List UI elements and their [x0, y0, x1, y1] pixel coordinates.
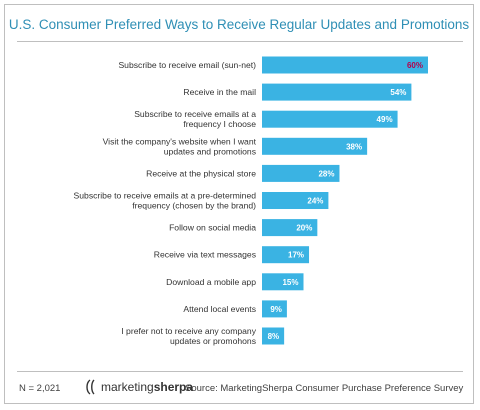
category-label-2: Subscribe to receive emails at a frequenc… — [134, 109, 256, 129]
value-label-6: 20% — [296, 224, 312, 233]
sample-size: N = 2,021 — [19, 383, 61, 394]
category-label-8: Download a mobile app — [166, 277, 256, 287]
value-label-7: 17% — [288, 251, 304, 260]
source-note: Source: MarketingSherpa Consumer Purchas… — [185, 383, 464, 394]
bar-6 — [262, 219, 318, 237]
category-label-7: Receive via text messages — [154, 250, 256, 260]
value-label-9: 9% — [270, 305, 282, 314]
bar-8 — [262, 273, 304, 291]
bar-2 — [262, 110, 398, 128]
logo-text-marketing: marketing — [101, 380, 154, 394]
value-label-0: 60% — [407, 61, 423, 70]
category-label-4: Receive at the physical store — [146, 168, 256, 178]
category-label-1: Receive in the mail — [183, 87, 256, 97]
bar-5 — [262, 192, 329, 209]
value-label-2: 49% — [377, 115, 393, 124]
sherpa-logo-icon — [86, 379, 95, 395]
value-label-5: 24% — [307, 197, 323, 206]
bar-4 — [262, 164, 340, 182]
value-label-3: 38% — [346, 142, 362, 151]
bar-1 — [262, 83, 412, 101]
marketingsherpa-logo: marketing sherpa — [85, 379, 193, 395]
bar-7 — [262, 246, 310, 264]
category-label-5: Subscribe to receive emails at a pre-det… — [74, 191, 257, 211]
value-label-8: 15% — [282, 278, 298, 287]
footer-divider — [17, 371, 463, 372]
category-label-9: Attend local events — [183, 304, 256, 314]
chart-title: U.S. Consumer Preferred Ways to Receive … — [8, 17, 470, 32]
logo-text-sherpa: sherpa — [153, 380, 194, 394]
bar-9 — [262, 300, 287, 318]
bar-10 — [262, 327, 285, 345]
category-label-0: Subscribe to receive email (sun-net) — [118, 60, 256, 70]
value-label-10: 8% — [268, 332, 280, 341]
bar-3 — [262, 137, 368, 155]
bar-0 — [262, 56, 428, 74]
category-label-6: Follow on social media — [169, 223, 256, 233]
value-label-4: 28% — [318, 169, 334, 178]
category-label-10: I prefer not to receive any company updat… — [121, 326, 256, 346]
category-label-3: Visit the company's website when I want u… — [103, 136, 257, 156]
value-label-1: 54% — [390, 88, 406, 97]
title-divider — [17, 41, 463, 42]
